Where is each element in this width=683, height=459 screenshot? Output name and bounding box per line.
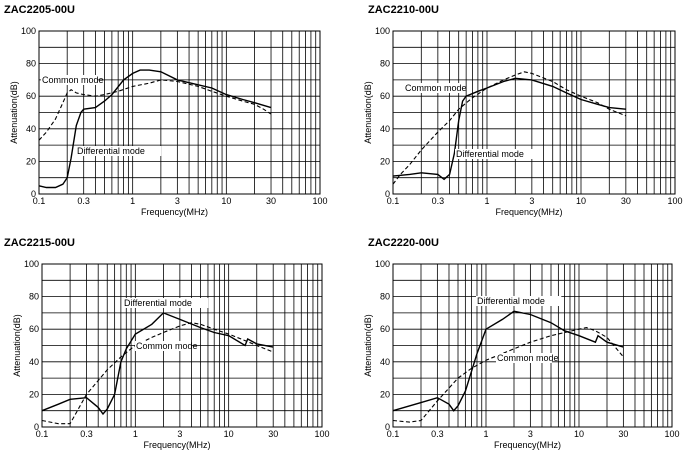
- y-axis-label: Attenuation(dB): [363, 314, 373, 377]
- series-annotation: Differential mode: [124, 298, 192, 308]
- y-tick-label: 100: [375, 26, 390, 36]
- y-tick-label: 20: [380, 389, 390, 399]
- x-tick-label: 3: [528, 429, 533, 439]
- y-tick-label: 80: [380, 59, 390, 69]
- x-tick-label: 0.1: [36, 429, 49, 439]
- y-tick-label: 0: [385, 189, 390, 199]
- chart-title: ZAC2215-00U: [4, 237, 75, 249]
- y-tick-label: 100: [375, 259, 390, 269]
- x-tick-label: 30: [618, 429, 628, 439]
- y-tick-label: 40: [26, 124, 36, 134]
- common-mode-line: [41, 322, 274, 425]
- x-tick-label: 0.1: [387, 196, 400, 206]
- annotation-background: [135, 341, 191, 351]
- x-tick-label: 100: [667, 196, 682, 206]
- series-annotation: Common mode: [405, 83, 467, 93]
- x-tick-label: 0.3: [432, 196, 445, 206]
- annotation-background: [404, 83, 460, 93]
- x-tick-label: 10: [576, 196, 586, 206]
- y-tick-label: 60: [380, 324, 390, 334]
- plot-frame: [38, 30, 321, 195]
- x-tick-label: 1: [484, 196, 489, 206]
- y-tick-label: 40: [380, 124, 390, 134]
- series-annotation: Differential mode: [477, 296, 545, 306]
- plot-frame: [392, 263, 673, 428]
- x-axis-label: Frequency(MHz): [495, 207, 562, 217]
- x-tick-label: 100: [312, 196, 327, 206]
- y-tick-label: 80: [26, 59, 36, 69]
- y-tick-label: 40: [29, 357, 39, 367]
- x-tick-label: 30: [268, 429, 278, 439]
- y-tick-label: 80: [380, 292, 390, 302]
- x-axis-label: Frequency(MHz): [494, 440, 561, 450]
- plot-frame: [392, 30, 676, 195]
- y-tick-label: 20: [26, 156, 36, 166]
- x-tick-label: 30: [621, 196, 631, 206]
- chart-panel: 0.1 0.3 1 3 10 30 100 0 20 40 60 80 100 Frequency(MHz…: [9, 26, 328, 217]
- y-tick-label: 0: [34, 422, 39, 432]
- y-tick-label: 20: [380, 156, 390, 166]
- x-tick-label: 0.3: [77, 196, 90, 206]
- x-tick-label: 100: [664, 429, 679, 439]
- y-axis-label: Attenuation(dB): [363, 81, 373, 144]
- x-tick-label: 1: [483, 429, 488, 439]
- x-tick-label: 0.3: [431, 429, 444, 439]
- x-tick-label: 10: [224, 429, 234, 439]
- chart-panel: 0.1 0.3 1 3 10 30 100 0 20 40 60 80 100 Frequency(MHz…: [363, 26, 683, 217]
- annotation-background: [123, 298, 209, 308]
- x-tick-label: 100: [314, 429, 329, 439]
- y-tick-label: 0: [31, 189, 36, 199]
- chart-panel: 0.1 0.3 1 3 10 30 100 0 20 40 60 80 100 Frequency(MHz…: [363, 259, 680, 450]
- x-tick-label: 1: [130, 196, 135, 206]
- common-mode-line: [392, 327, 624, 423]
- x-tick-label: 10: [221, 196, 231, 206]
- annotation-background: [41, 75, 97, 85]
- x-tick-label: 3: [175, 196, 180, 206]
- annotation-background: [476, 296, 562, 306]
- x-axis-label: Frequency(MHz): [141, 207, 208, 217]
- differential-mode-line: [38, 69, 272, 189]
- annotation-background: [496, 353, 552, 363]
- series-annotation: Differential mode: [456, 149, 524, 159]
- y-tick-label: 100: [24, 259, 39, 269]
- x-axis-label: Frequency(MHz): [143, 440, 210, 450]
- differential-mode-line: [41, 312, 274, 416]
- differential-mode-line: [392, 310, 624, 412]
- x-tick-label: 3: [177, 429, 182, 439]
- common-mode-line: [392, 71, 627, 185]
- x-tick-label: 3: [529, 196, 534, 206]
- y-tick-label: 100: [21, 26, 36, 36]
- series-annotation: Common mode: [42, 75, 104, 85]
- y-tick-label: 40: [380, 357, 390, 367]
- x-tick-label: 0.1: [387, 429, 400, 439]
- annotation-background: [455, 149, 541, 159]
- y-tick-label: 80: [29, 292, 39, 302]
- chart-title: ZAC2220-00U: [368, 237, 439, 249]
- y-axis-label: Attenuation(dB): [12, 314, 22, 377]
- y-tick-label: 60: [29, 324, 39, 334]
- chart-title: ZAC2205-00U: [4, 4, 75, 16]
- x-tick-label: 0.3: [80, 429, 93, 439]
- chart-panel: 0.1 0.3 1 3 10 30 100 0 20 40 60 80 100 Frequency(MHz…: [12, 259, 330, 450]
- series-annotation: Differential mode: [77, 146, 145, 156]
- chart-title: ZAC2210-00U: [368, 4, 439, 16]
- x-tick-label: 0.1: [33, 196, 46, 206]
- x-tick-label: 10: [574, 429, 584, 439]
- annotation-background: [76, 146, 162, 156]
- differential-mode-line: [392, 77, 626, 181]
- y-tick-label: 60: [380, 91, 390, 101]
- common-mode-line: [38, 79, 272, 141]
- y-axis-label: Attenuation(dB): [9, 81, 19, 144]
- x-tick-label: 1: [133, 429, 138, 439]
- y-tick-label: 20: [29, 389, 39, 399]
- series-annotation: Common mode: [136, 341, 198, 351]
- y-tick-label: 60: [26, 91, 36, 101]
- y-tick-label: 0: [385, 422, 390, 432]
- series-annotation: Common mode: [497, 353, 559, 363]
- plot-frame: [41, 263, 323, 428]
- x-tick-label: 30: [266, 196, 276, 206]
